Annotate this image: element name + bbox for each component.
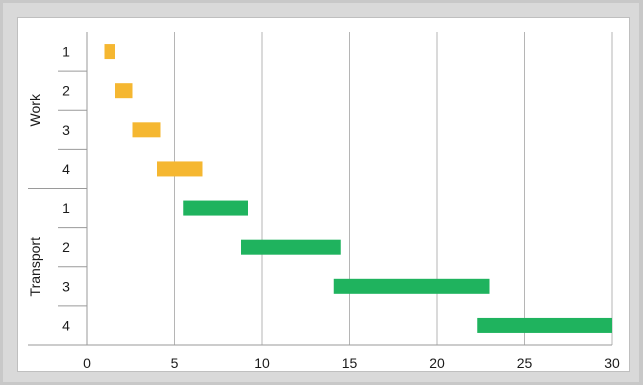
task-label: 1 (62, 200, 70, 216)
task-label: 2 (62, 239, 70, 255)
task-label: 2 (62, 83, 70, 99)
task-bar (477, 317, 612, 333)
task-label: 4 (62, 317, 70, 333)
group-label: Work (27, 93, 43, 126)
task-label: 1 (62, 44, 70, 60)
task-label: 3 (62, 278, 70, 294)
x-tick-label: 30 (604, 355, 620, 371)
x-tick-label: 5 (171, 355, 179, 371)
x-tick-label: 20 (429, 355, 445, 371)
task-label: 4 (62, 161, 70, 177)
chart-frame: 0 5 10 15 20 25 30 1 2 3 4 Work 1 2 3 4 Transport (3, 3, 639, 382)
x-tick-label: 0 (83, 355, 91, 371)
chart-panel: 0 5 10 15 20 25 30 1 2 3 4 Work 1 2 3 4 Transport (17, 17, 630, 372)
task-bar (157, 161, 203, 177)
gantt-chart: 0 5 10 15 20 25 30 1 2 3 4 Work 1 2 3 4 Transport (27, 32, 620, 371)
group-label: Transport (27, 237, 43, 297)
task-bar (333, 278, 490, 294)
task-bar (132, 122, 161, 138)
task-label: 3 (62, 122, 70, 138)
x-tick-label: 10 (254, 355, 270, 371)
x-tick-label: 15 (342, 355, 358, 371)
task-bar (241, 239, 341, 255)
task-bar (115, 83, 133, 99)
task-bar (183, 200, 248, 216)
task-bar (104, 44, 115, 60)
x-tick-label: 25 (517, 355, 533, 371)
